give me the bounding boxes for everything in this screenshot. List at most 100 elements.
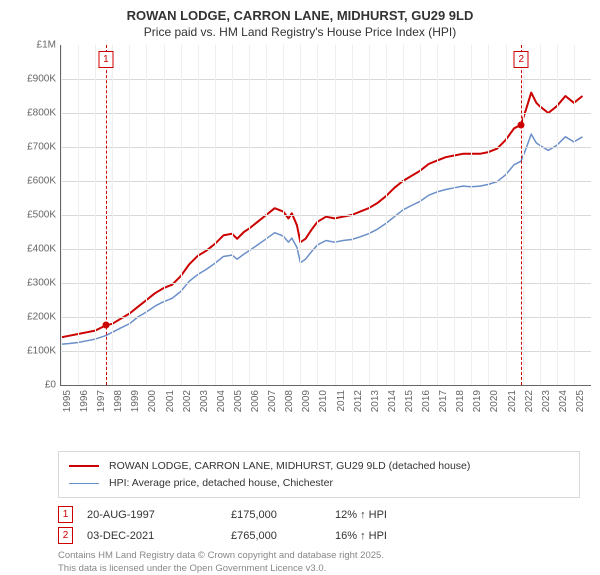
sales-list: 1 20-AUG-1997 £175,000 12% ↑ HPI 2 03-DEC-202… [58,506,580,544]
x-tick [420,45,421,385]
legend-swatch [69,465,99,467]
legend-label: HPI: Average price, detached house, Chic… [109,475,333,492]
x-tick [283,45,284,385]
x-axis-label: 2008 [284,390,295,418]
sale-marker-dot [518,121,525,128]
x-axis-label: 2025 [575,390,586,418]
x-axis-label: 2014 [387,390,398,418]
plot-region: 12 [60,45,591,386]
y-axis-label: £600K [20,175,56,186]
x-tick [317,45,318,385]
gridline [61,249,591,250]
sale-price: £175,000 [231,509,321,521]
x-axis-label: 2021 [507,390,518,418]
y-axis-label: £200K [20,311,56,322]
sale-date: 20-AUG-1997 [87,509,217,521]
gridline [61,181,591,182]
gridline [61,79,591,80]
x-axis-label: 1996 [79,390,90,418]
legend-box: ROWAN LODGE, CARRON LANE, MIDHURST, GU29… [58,451,580,499]
gridline [61,147,591,148]
x-tick [181,45,182,385]
sale-row: 1 20-AUG-1997 £175,000 12% ↑ HPI [58,506,580,523]
y-axis-label: £1M [20,39,56,50]
x-axis-label: 1999 [130,390,141,418]
x-axis-label: 2006 [250,390,261,418]
x-axis-label: 2001 [165,390,176,418]
legend-item: HPI: Average price, detached house, Chic… [69,475,569,492]
x-tick [488,45,489,385]
x-tick [335,45,336,385]
legend-item: ROWAN LODGE, CARRON LANE, MIDHURST, GU29… [69,458,569,475]
x-tick [540,45,541,385]
x-axis-label: 2009 [301,390,312,418]
x-tick [78,45,79,385]
x-axis-label: 2017 [438,390,449,418]
x-tick [146,45,147,385]
x-axis-label: 2023 [541,390,552,418]
chart-title: ROWAN LODGE, CARRON LANE, MIDHURST, GU29… [0,0,600,25]
x-axis-label: 2012 [353,390,364,418]
x-axis-label: 2015 [404,390,415,418]
x-tick [198,45,199,385]
x-tick [403,45,404,385]
x-tick [215,45,216,385]
gridline [61,283,591,284]
x-tick [95,45,96,385]
chart-area: 12 £0£100K£200K£300K£400K£500K£600K£700K… [20,45,590,415]
sale-date: 03-DEC-2021 [87,530,217,542]
x-tick [523,45,524,385]
legend-swatch [69,483,99,484]
sale-marker-badge: 2 [514,51,529,68]
sale-hpi-delta: 12% ↑ HPI [335,509,425,521]
x-tick [164,45,165,385]
footer-line: This data is licensed under the Open Gov… [58,563,580,575]
legend-label: ROWAN LODGE, CARRON LANE, MIDHURST, GU29… [109,458,470,475]
sale-index-badge: 2 [58,527,73,544]
x-axis-label: 2007 [267,390,278,418]
x-axis-label: 2000 [147,390,158,418]
x-axis-label: 2003 [199,390,210,418]
x-tick [232,45,233,385]
gridline [61,215,591,216]
x-axis-label: 1997 [96,390,107,418]
x-axis-label: 2002 [182,390,193,418]
x-tick [574,45,575,385]
x-axis-label: 1995 [62,390,73,418]
gridline [61,113,591,114]
x-tick [61,45,62,385]
x-axis-label: 2016 [421,390,432,418]
gridline [61,317,591,318]
y-axis-label: £0 [20,379,56,390]
sale-marker-line [521,45,522,385]
sale-row: 2 03-DEC-2021 £765,000 16% ↑ HPI [58,527,580,544]
x-axis-label: 2018 [455,390,466,418]
x-axis-label: 2010 [318,390,329,418]
x-tick [249,45,250,385]
sale-marker-dot [102,322,109,329]
x-axis-label: 2004 [216,390,227,418]
x-tick [386,45,387,385]
y-axis-label: £300K [20,277,56,288]
x-tick [471,45,472,385]
y-axis-label: £100K [20,345,56,356]
y-axis-label: £900K [20,73,56,84]
x-axis-label: 2019 [472,390,483,418]
sale-price: £765,000 [231,530,321,542]
y-axis-label: £800K [20,107,56,118]
x-tick [454,45,455,385]
x-axis-label: 1998 [113,390,124,418]
sale-hpi-delta: 16% ↑ HPI [335,530,425,542]
chart-subtitle: Price paid vs. HM Land Registry's House … [0,25,600,45]
gridline [61,351,591,352]
x-axis-label: 2024 [558,390,569,418]
x-axis-label: 2005 [233,390,244,418]
y-axis-label: £700K [20,141,56,152]
x-tick [112,45,113,385]
y-axis-label: £500K [20,209,56,220]
attribution-footer: Contains HM Land Registry data © Crown c… [58,550,580,575]
x-axis-label: 2013 [370,390,381,418]
sale-index-badge: 1 [58,506,73,523]
x-tick [129,45,130,385]
x-axis-label: 2011 [336,390,347,418]
